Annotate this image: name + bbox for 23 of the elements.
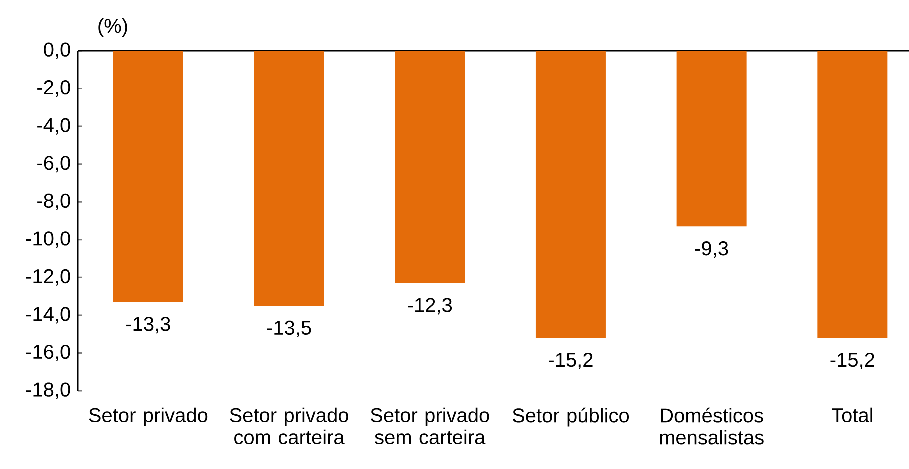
x-tick-label: Domésticos mensalistas: [660, 408, 764, 445]
x-tick-label: Setor privado sem carteira: [370, 408, 490, 445]
y-tick-label: -14,0: [26, 307, 70, 324]
data-label: -13,5: [267, 320, 312, 338]
data-label: -13,3: [126, 317, 170, 334]
y-tick-label: 0,0: [44, 42, 70, 60]
data-label: -15,2: [549, 352, 593, 370]
y-tick-label: -10,0: [26, 232, 70, 248]
x-tick-label: Total: [832, 408, 872, 423]
data-label: -9,3: [695, 242, 728, 258]
y-tick-label: -12,0: [26, 269, 70, 286]
x-tick-label: Setor privado com carteira: [230, 408, 348, 445]
x-tick-label: Setor privado: [89, 408, 208, 427]
y-tick-label: -16,0: [26, 344, 70, 362]
y-tick-label: -2,0: [38, 80, 70, 98]
x-tick-label: Setor público: [512, 408, 630, 427]
y-tick-label: -6,0: [38, 156, 70, 173]
y-axis-title: (%): [98, 18, 128, 38]
data-label: -15,2: [830, 352, 874, 370]
data-label: -12,3: [408, 298, 452, 315]
y-tick-label: -18,0: [26, 382, 70, 400]
y-tick-label: -8,0: [38, 194, 70, 210]
y-tick-label: -4,0: [38, 118, 70, 135]
